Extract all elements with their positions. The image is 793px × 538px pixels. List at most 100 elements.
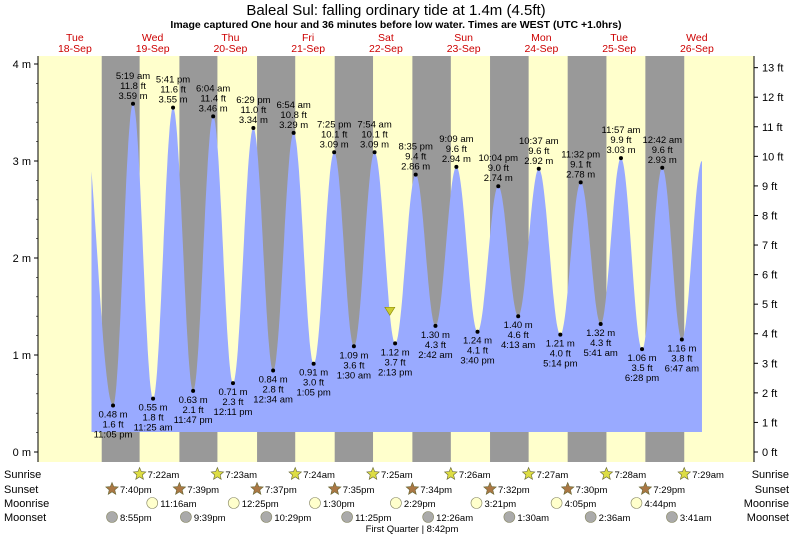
date-label: 18-Sep bbox=[58, 43, 92, 55]
moonset-moon-icon bbox=[180, 511, 192, 523]
sunset-time: 7:29pm bbox=[653, 485, 685, 496]
sunset-star-icon bbox=[638, 481, 653, 495]
moonrise-moon-icon bbox=[227, 497, 240, 509]
low-water-label: 4.3 ft bbox=[590, 338, 611, 349]
moonrise-moon-icon bbox=[390, 497, 402, 509]
high-water-label: 3.03 m bbox=[606, 145, 635, 156]
sunrise-time: 7:29am bbox=[692, 470, 724, 481]
moonrise-moon-icon bbox=[470, 497, 483, 509]
day-of-week-label: Thu bbox=[221, 32, 239, 44]
low-water-label: 0.84 m bbox=[259, 375, 288, 386]
tide-area bbox=[91, 103, 702, 433]
low-water-point bbox=[679, 337, 684, 342]
high-water-label: 10:37 am bbox=[519, 136, 559, 147]
low-water-label: 1.21 m bbox=[546, 339, 575, 350]
moonset-row-label: Moonset bbox=[4, 512, 46, 524]
low-water-point bbox=[393, 341, 398, 346]
low-water-label: 1.06 m bbox=[628, 353, 657, 364]
moonrise-time: 11:16am bbox=[160, 499, 196, 510]
axes: 0 m 1 m 2 m 3 m 4 m 0 ft 1 ft 2 ft 3 ft 4 ft 5 ft 6… bbox=[13, 56, 783, 462]
low-water-label: 1:30 am bbox=[337, 370, 371, 381]
sunrise-time: 7:24am bbox=[303, 470, 335, 481]
sunrise-star-icon bbox=[210, 466, 225, 480]
chart-title: Baleal Sul: falling ordinary tide at 1.4… bbox=[246, 2, 545, 19]
low-water-label: 4.6 ft bbox=[508, 330, 529, 341]
moonset-moon-icon bbox=[341, 511, 353, 523]
low-water-label: 5:14 pm bbox=[543, 359, 577, 370]
low-water-label: 1.32 m bbox=[586, 328, 615, 339]
date-label: 19-Sep bbox=[136, 43, 170, 55]
low-water-label: 0.55 m bbox=[139, 403, 168, 414]
high-water-label: 3.46 m bbox=[199, 103, 228, 114]
moonrise-time: 4:44pm bbox=[644, 499, 676, 510]
low-water-point bbox=[230, 381, 235, 386]
sunset-time: 7:39pm bbox=[187, 485, 219, 496]
low-water-label: 1.16 m bbox=[667, 343, 696, 354]
low-water-point bbox=[598, 321, 603, 326]
high-water-label: 3.29 m bbox=[279, 120, 308, 131]
high-water-label: 5:41 pm bbox=[156, 75, 190, 86]
low-water-label: 0.91 m bbox=[299, 368, 328, 379]
moonset-time: 10:29pm bbox=[274, 513, 311, 524]
low-water-label: 1.12 m bbox=[381, 347, 410, 358]
sunrise-time: 7:27am bbox=[537, 470, 569, 481]
high-water-label: 11.8 ft bbox=[120, 81, 146, 92]
date-label: 21-Sep bbox=[291, 43, 325, 55]
sunset-star-icon bbox=[560, 481, 575, 495]
sunset-time: 7:34pm bbox=[420, 485, 452, 496]
low-water-label: 5:41 am bbox=[584, 348, 618, 359]
day-of-week-label: Mon bbox=[531, 32, 552, 44]
low-water-label: 2:42 am bbox=[418, 350, 452, 361]
low-water-label: 4.1 ft bbox=[467, 346, 488, 357]
high-water-label: 3.09 m bbox=[360, 139, 389, 150]
moonset-time: 11:25pm bbox=[355, 513, 391, 524]
sunset-star-icon bbox=[405, 481, 420, 495]
date-label: 20-Sep bbox=[213, 43, 247, 55]
high-water-label: 2.93 m bbox=[648, 155, 677, 166]
high-water-label: 11:32 pm bbox=[561, 149, 600, 160]
moonset-row-label-right: Moonset bbox=[747, 512, 789, 524]
moonrise-moon-icon bbox=[630, 497, 643, 509]
high-water-label: 2.74 m bbox=[484, 173, 513, 184]
current-tide-marker bbox=[384, 306, 396, 316]
high-water-label: 9:09 am bbox=[439, 134, 473, 145]
low-water-label: 11:25 am bbox=[134, 423, 173, 434]
low-water-label: 2.3 ft bbox=[222, 397, 243, 408]
high-water-label: 11.6 ft bbox=[160, 85, 186, 96]
high-water-point bbox=[578, 180, 583, 185]
high-water-point bbox=[171, 105, 176, 110]
moonrise-time: 4:05pm bbox=[565, 499, 597, 510]
y-tick-label-m: 4 m bbox=[13, 59, 31, 71]
moonrise-row-label-right: Moonrise bbox=[744, 498, 789, 510]
high-water-point bbox=[496, 184, 501, 189]
high-water-point bbox=[211, 114, 216, 119]
low-water-label: 12:34 am bbox=[253, 395, 293, 406]
date-label: 25-Sep bbox=[602, 43, 636, 55]
low-water-label: 1.24 m bbox=[463, 336, 492, 347]
low-water-label: 2:13 pm bbox=[378, 367, 412, 378]
moonset-moon-icon bbox=[666, 511, 678, 523]
high-water-label: 9.6 ft bbox=[652, 145, 673, 156]
high-water-label: 9.6 ft bbox=[528, 146, 549, 157]
low-water-label: 2.1 ft bbox=[183, 405, 204, 416]
low-water-label: 1.40 m bbox=[504, 320, 533, 331]
sunset-row-label: Sunset bbox=[4, 484, 38, 496]
high-water-label: 9.4 ft bbox=[405, 152, 426, 163]
y-tick-label-m: 2 m bbox=[13, 253, 31, 265]
high-water-label: 7:25 pm bbox=[317, 119, 351, 130]
low-water-point bbox=[111, 403, 116, 408]
date-label: 22-Sep bbox=[369, 43, 403, 55]
high-water-label: 11.4 ft bbox=[200, 93, 226, 104]
high-water-point bbox=[413, 172, 418, 177]
sunrise-star-icon bbox=[132, 466, 147, 480]
y-tick-label-m: 0 m bbox=[13, 447, 31, 459]
high-water-label: 9.1 ft bbox=[570, 159, 591, 170]
day-of-week-label: Wed bbox=[142, 32, 164, 44]
sunrise-star-icon bbox=[443, 466, 458, 480]
high-water-label: 7:54 am bbox=[357, 119, 391, 130]
y-tick-label-m: 1 m bbox=[13, 350, 31, 362]
high-water-label: 3.59 m bbox=[118, 91, 147, 102]
moonset-time: 12:26am bbox=[436, 513, 473, 524]
